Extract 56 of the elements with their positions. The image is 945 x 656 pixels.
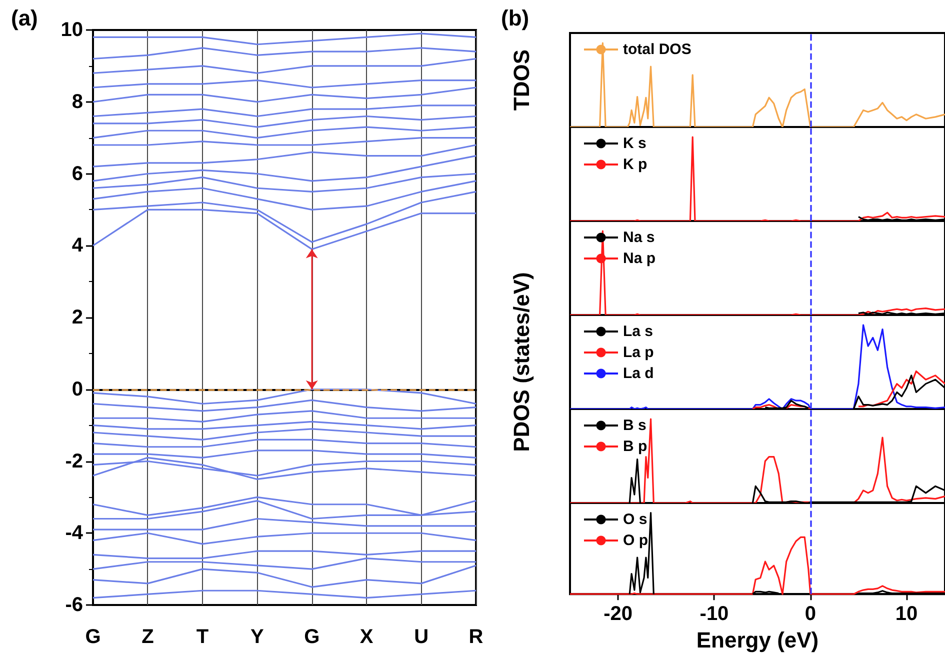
y-tick-label: -2: [65, 450, 83, 472]
line-series: [92, 58, 477, 74]
x-axis-title: Energy (eV): [696, 628, 819, 652]
x-tick-label: G: [304, 626, 320, 648]
legend-label: La s: [623, 323, 654, 340]
legend-label: Na s: [623, 229, 655, 246]
x-tick-label: R: [468, 626, 484, 648]
line-series: [92, 460, 477, 476]
x-tick-label: -20: [604, 603, 633, 626]
line-series: [92, 428, 477, 440]
legend-label: O s: [623, 511, 648, 528]
chart-title: (b): [501, 6, 530, 30]
legend-label: B p: [623, 438, 648, 455]
y-tick-label: 8: [72, 90, 83, 113]
line-series: [92, 86, 477, 103]
legend-label: K s: [623, 135, 646, 152]
x-tick-label: U: [414, 626, 429, 648]
line-series: [92, 456, 477, 480]
x-tick-label: X: [360, 626, 374, 648]
legend-label: B s: [623, 417, 646, 434]
x-tick-label: 0: [804, 603, 816, 626]
legend-label: La d: [623, 365, 654, 382]
y-axis-title: PDOS (states/eV): [509, 272, 535, 452]
y-tick-label: 6: [72, 162, 83, 185]
line-series: [92, 115, 477, 128]
line-series: [92, 410, 477, 423]
line-series: [92, 154, 477, 182]
line-series: [92, 180, 477, 210]
line-series: [92, 518, 477, 530]
line-series: [92, 496, 477, 516]
x-tick-label: T: [196, 626, 209, 648]
y-axis-title: TDOS: [509, 49, 535, 111]
y-tick-label: 10: [60, 19, 83, 41]
legend-label: La p: [623, 344, 654, 361]
line-series: [92, 47, 477, 60]
legend-label: K p: [623, 156, 648, 173]
legend-label: Na p: [623, 250, 656, 267]
x-tick-label: Y: [250, 626, 264, 648]
line-series: [92, 532, 477, 545]
x-tick-label: -10: [700, 603, 729, 626]
y-tick-label: 4: [72, 234, 84, 257]
y-tick-label: 2: [72, 306, 83, 328]
line-series: [92, 144, 477, 168]
legend-label: total DOS: [623, 41, 692, 58]
line-series: [92, 172, 477, 193]
chart-title: (a): [11, 6, 38, 30]
line-series: [92, 104, 477, 118]
line-series: [92, 32, 477, 46]
y-tick-label: -6: [65, 594, 83, 616]
line-series: [92, 500, 477, 520]
x-tick-label: Z: [142, 626, 154, 648]
legend-label: O p: [623, 532, 648, 549]
x-tick-label: 10: [895, 603, 918, 626]
x-tick-label: G: [85, 626, 101, 648]
y-tick-label: -4: [65, 522, 84, 544]
y-tick-label: 0: [72, 378, 83, 400]
